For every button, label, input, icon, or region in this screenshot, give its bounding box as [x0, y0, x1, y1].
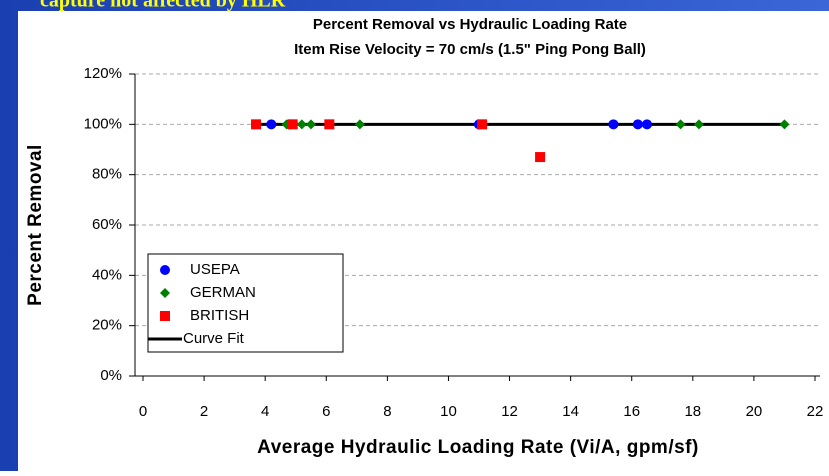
y-tick-label: 80%: [92, 166, 122, 183]
chart-title: Percent Removal vs Hydraulic Loading Rat…: [313, 16, 627, 33]
point: [608, 119, 619, 130]
slide-heading: capture not affected by HLR: [40, 0, 286, 12]
point: [266, 119, 277, 130]
x-axis-label: Average Hydraulic Loading Rate (Vi/A, gp…: [257, 437, 699, 458]
y-tick-label: 100%: [84, 115, 122, 132]
point: [642, 119, 652, 130]
x-tick-label: 16: [623, 403, 640, 420]
chart-subtitle: Item Rise Velocity = 70 cm/s (1.5" Ping …: [294, 41, 646, 58]
x-tick-label: 18: [684, 403, 701, 420]
y-axis-label: Percent Removal: [25, 144, 46, 306]
legend-label: GERMAN: [190, 284, 256, 301]
point: [535, 152, 546, 163]
legend-marker: [160, 311, 170, 321]
legend-marker: [160, 265, 170, 275]
x-tick-label: 0: [139, 403, 147, 420]
x-tick-label: 2: [200, 403, 208, 420]
x-tick-label: 12: [501, 403, 518, 420]
x-tick-label: 14: [562, 403, 579, 420]
y-tick-label: 0%: [100, 367, 122, 384]
point: [354, 119, 365, 130]
legend-label: BRITISH: [190, 307, 249, 324]
legend-label: Curve Fit: [183, 330, 245, 347]
x-tick-label: 20: [746, 403, 763, 420]
point: [779, 119, 790, 130]
x-tick-label: 8: [383, 403, 391, 420]
point: [477, 119, 488, 130]
y-tick-label: 120%: [84, 65, 122, 82]
y-tick-label: 20%: [92, 317, 122, 334]
x-tick-label: 6: [322, 403, 330, 420]
point: [306, 119, 316, 130]
x-tick-label: 22: [807, 403, 824, 420]
point: [251, 119, 262, 130]
point: [324, 119, 335, 130]
point: [287, 119, 298, 130]
point: [632, 119, 643, 130]
x-tick-label: 4: [261, 403, 269, 420]
y-tick-label: 60%: [92, 216, 122, 233]
chart-area: [18, 11, 829, 471]
legend-box: [147, 253, 344, 353]
point: [296, 119, 307, 130]
x-tick-label: 10: [440, 403, 457, 420]
legend-marker: [160, 288, 170, 298]
y-tick-label: 40%: [92, 266, 122, 283]
legend-label: USEPA: [190, 261, 240, 278]
point: [675, 119, 686, 130]
point: [693, 119, 704, 130]
